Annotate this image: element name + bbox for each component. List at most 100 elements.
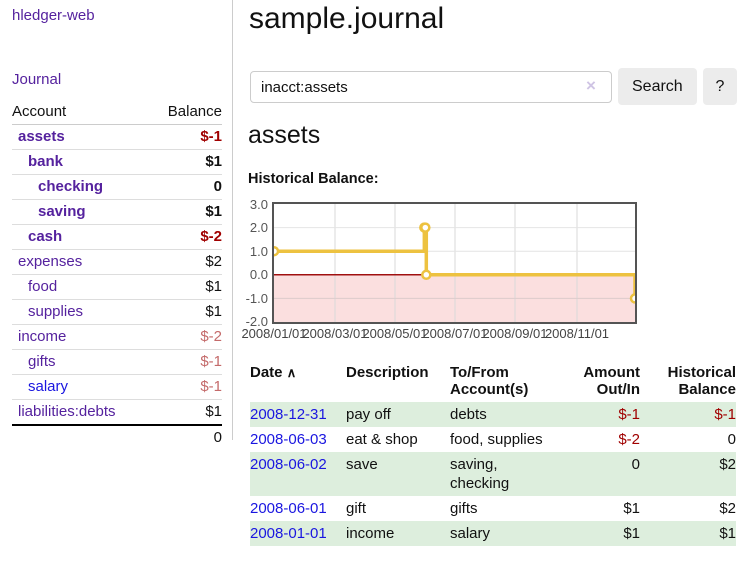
account-row: income $-2 [12, 324, 222, 350]
account-row: cash $-2 [12, 224, 222, 250]
balance-chart: $ [272, 202, 637, 324]
account-balance: $-2 [149, 224, 222, 250]
txn-date-link[interactable]: 2008-06-03 [250, 431, 327, 448]
account-row: checking 0 [12, 174, 222, 200]
register-col-balance: Historical Balance [667, 364, 736, 398]
account-balance: $-2 [149, 324, 222, 350]
register-row: 2008-06-01 gift gifts $1 $2 [250, 496, 736, 521]
register-table: Date ∧ Description To/From Account(s) Am… [250, 360, 736, 546]
y-tick-label: 0.0 [249, 267, 268, 282]
account-balance: $1 [149, 399, 222, 426]
txn-date-link[interactable]: 2008-06-01 [250, 500, 327, 517]
account-balance: $1 [149, 199, 222, 225]
account-balance: $2 [149, 249, 222, 275]
account-link-food[interactable]: food [28, 278, 58, 295]
y-tick-label: 1.0 [249, 244, 268, 259]
account-link-income[interactable]: income [18, 328, 67, 345]
txn-accounts: saving, checking [450, 456, 510, 492]
accounts-table: Account Balance assets $-1 bank $1 check… [12, 100, 222, 450]
x-tick-label: 2008/05/01 [362, 326, 428, 341]
account-link-cash[interactable]: cash [28, 228, 63, 245]
register-row: 2008-12-31 pay off debts $-1 $-1 [250, 402, 736, 427]
sort-ascending-icon: ∧ [286, 365, 297, 380]
txn-balance: $2 [719, 500, 736, 517]
txn-date-link[interactable]: 2008-12-31 [250, 406, 327, 423]
x-tick-label: 2008/09/01 [482, 326, 548, 341]
txn-accounts: debts [450, 406, 487, 423]
search-input[interactable] [250, 71, 612, 103]
account-balance: $1 [149, 274, 222, 300]
account-link-checking[interactable]: checking [38, 178, 104, 195]
y-tick-label: -2.0 [245, 314, 268, 329]
account-link-saving[interactable]: saving [38, 203, 86, 220]
account-row: food $1 [12, 274, 222, 300]
help-button[interactable]: ? [703, 68, 737, 105]
txn-amount: $1 [623, 500, 640, 517]
x-tick-label: 2008/11/01 [544, 326, 610, 341]
account-link-salary[interactable]: salary [28, 378, 69, 395]
account-row: saving $1 [12, 199, 222, 225]
account-row: assets $-1 [12, 124, 222, 150]
txn-description: eat & shop [346, 431, 418, 448]
clear-search-icon[interactable]: × [586, 76, 596, 95]
account-balance: $1 [149, 299, 222, 325]
txn-amount: 0 [631, 456, 640, 473]
accounts-col-account: Account [12, 100, 150, 125]
account-link-supplies[interactable]: supplies [28, 303, 84, 320]
txn-amount: $-2 [618, 431, 640, 448]
y-tick-label: 2.0 [249, 220, 268, 235]
chart-title: Historical Balance: [248, 171, 379, 187]
app-title-link[interactable]: hledger-web [12, 7, 95, 24]
sidebar-divider [232, 0, 233, 440]
txn-amount: $-1 [618, 406, 640, 423]
txn-accounts: salary [450, 525, 491, 542]
txn-balance: $1 [719, 525, 736, 542]
account-link-liabilities-debts[interactable]: liabilities:debts [18, 403, 116, 420]
txn-date-link[interactable]: 2008-01-01 [250, 525, 327, 542]
search-button[interactable]: Search [618, 68, 697, 105]
account-link-gifts[interactable]: gifts [28, 353, 56, 370]
account-balance: 0 [149, 174, 222, 200]
account-row: supplies $1 [12, 299, 222, 325]
txn-description: pay off [346, 406, 391, 423]
txn-balance: $-1 [714, 406, 736, 423]
account-balance: $-1 [149, 349, 222, 375]
register-col-date[interactable]: Date ∧ [250, 360, 346, 402]
x-tick-label: 2008/07/01 [422, 326, 488, 341]
txn-description: gift [346, 500, 367, 517]
register-col-date-label: Date [250, 364, 283, 381]
y-tick-label: 3.0 [249, 197, 268, 212]
txn-description: save [346, 456, 378, 473]
sidebar-item-journal[interactable]: Journal [12, 71, 62, 88]
x-tick-label: 2008/03/01 [302, 326, 368, 341]
account-heading: assets [248, 121, 321, 149]
balance-chart-canvas [274, 204, 635, 322]
register-row: 2008-06-02 save saving, checking 0 $2 [250, 452, 736, 496]
register-col-accounts: To/From Account(s) [450, 364, 529, 398]
txn-amount: $1 [623, 525, 640, 542]
register-row: 2008-06-03 eat & shop food, supplies $-2… [250, 427, 736, 452]
accounts-total-row: 0 [12, 424, 222, 450]
account-row: bank $1 [12, 149, 222, 175]
y-tick-label: -1.0 [245, 291, 268, 306]
account-link-expenses[interactable]: expenses [18, 253, 83, 270]
account-link-bank[interactable]: bank [28, 153, 64, 170]
search-bar: × Search ? [250, 66, 740, 106]
account-row: gifts $-1 [12, 349, 222, 375]
accounts-header-row: Account Balance [12, 100, 222, 125]
x-tick-label: 2008/01/01 [241, 326, 307, 341]
txn-date-link[interactable]: 2008-06-02 [250, 456, 327, 473]
register-header-row: Date ∧ Description To/From Account(s) Am… [250, 360, 736, 402]
txn-description: income [346, 525, 395, 542]
txn-balance: 0 [727, 431, 736, 448]
account-link-assets[interactable]: assets [18, 128, 65, 145]
register-row: 2008-01-01 income salary $1 $1 [250, 521, 736, 546]
account-row: liabilities:debts $1 [12, 399, 222, 426]
account-balance: $-1 [149, 124, 222, 150]
register-col-amount: Amount Out/In [583, 364, 640, 398]
account-row: salary $-1 [12, 374, 222, 400]
txn-balance: $2 [719, 456, 736, 473]
account-balance: $-1 [149, 374, 222, 400]
register-col-description: Description [346, 364, 429, 381]
